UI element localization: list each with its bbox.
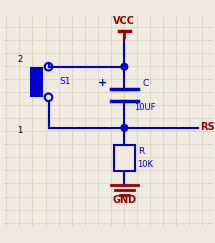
Text: VCC: VCC <box>113 16 135 26</box>
Text: 2: 2 <box>17 55 22 64</box>
Text: C: C <box>142 79 149 88</box>
Text: 1: 1 <box>17 126 22 135</box>
Circle shape <box>121 63 128 70</box>
Bar <box>29 67 43 97</box>
Text: S1: S1 <box>59 78 71 87</box>
Circle shape <box>121 124 128 131</box>
Bar <box>114 145 135 171</box>
Text: GND: GND <box>112 195 137 205</box>
Text: 10K: 10K <box>137 160 153 169</box>
Text: RST: RST <box>200 122 215 132</box>
Text: +: + <box>98 78 107 88</box>
Text: 10UF: 10UF <box>134 103 155 112</box>
Text: R: R <box>138 147 144 156</box>
